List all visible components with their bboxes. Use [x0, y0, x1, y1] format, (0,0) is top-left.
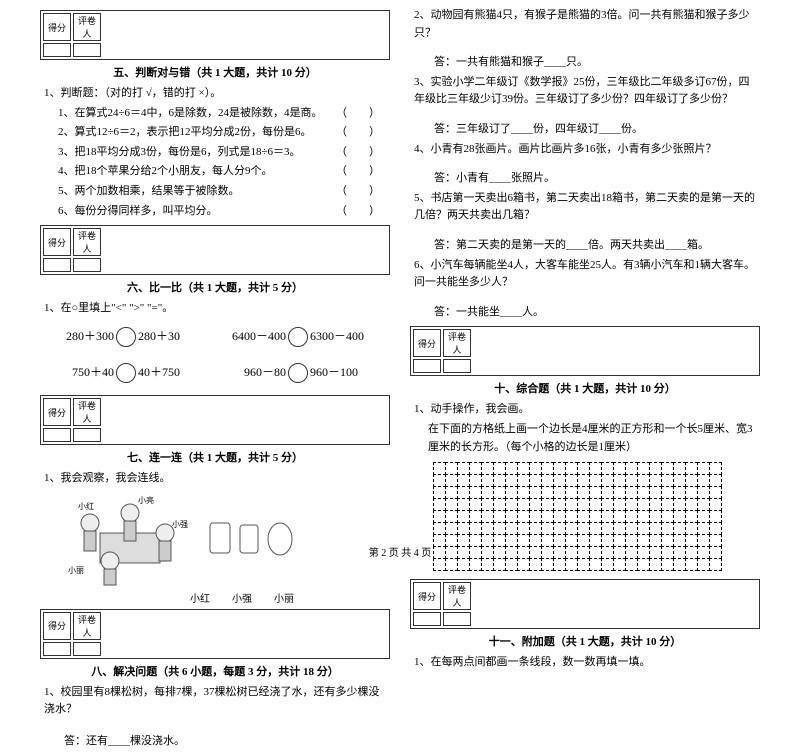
s8-q1: 1、校园里有8棵松树，每排7棵，37棵松树已经浇了水，还有多少棵没浇水？ — [40, 684, 390, 719]
s5-item-1: 1、在算式24÷6＝4中，6是除数，24是被除数，4是商。（ ） — [40, 105, 390, 123]
compare-circle[interactable] — [288, 363, 308, 383]
section-8-title: 八、解决问题（共 6 小题，每题 3 分，共计 18 分） — [40, 663, 390, 679]
s8-q6: 6、小汽车每辆能坐4人，大客车能坐25人。有3辆小汽车和1辆大客车。问一共能坐多… — [410, 257, 760, 292]
scorebox-label-grader: 评卷人 — [73, 13, 101, 41]
s5-item-2: 2、算式12÷6＝2，表示把12平均分成2份，每份是6。（ ） — [40, 124, 390, 142]
s8-q5: 5、书店第一天卖出6箱书，第二天卖出18箱书，第二天卖的是第一天的几倍？两天共卖… — [410, 190, 760, 225]
connect-illustration: 小红 小亮 小丽 小强 — [60, 493, 310, 588]
object-labels-row: 小红 小强 小丽 — [190, 590, 390, 605]
scorebox-label-score: 得分 — [43, 13, 71, 41]
section-7-title: 七、连一连（共 1 大题，共计 5 分） — [40, 449, 390, 465]
compare-circle[interactable] — [116, 327, 136, 347]
s8-a2: 答：一共有熊猫和猴子____只。 — [410, 54, 760, 72]
left-column: 得分 评卷人 五、判断对与错（共 1 大题，共计 10 分） 1、判断题：（对的… — [40, 6, 390, 752]
compare-row-2: 750＋4040＋750 960－80960－100 — [40, 363, 390, 383]
page-footer: 第 2 页 共 4 页 — [0, 544, 800, 559]
s8-q3: 3、实验小学二年级订《数学报》25份，三年级比二年级多订67份，四年级比三年级少… — [410, 74, 760, 109]
s8-a3: 答：三年级订了____份，四年级订____份。 — [410, 121, 760, 139]
s5-intro: 1、判断题：（对的打 √，错的打 ×）。 — [40, 85, 390, 103]
score-box-s6: 得分 评卷人 — [40, 225, 390, 275]
s10-intro: 1、动手操作，我会画。 — [410, 401, 760, 419]
page-container: 得分 评卷人 五、判断对与错（共 1 大题，共计 10 分） 1、判断题：（对的… — [0, 0, 800, 752]
s8-a4: 答：小青有____张照片。 — [410, 170, 760, 188]
right-column: 2、动物园有熊猫4只，有猴子是熊猫的3倍。问一共有熊猫和猴子多少只？ 答：一共有… — [410, 6, 760, 752]
score-box-s8: 得分 评卷人 — [40, 609, 390, 659]
s5-item-3: 3、把18平均分成3份，每份是6，列式是18÷6＝3。（ ） — [40, 144, 390, 162]
section-10-title: 十、综合题（共 1 大题，共计 10 分） — [410, 380, 760, 396]
s7-intro: 1、我会观察，我会连线。 — [40, 470, 390, 488]
label-kid-2: 小亮 — [138, 495, 154, 506]
s5-item-5: 5、两个加数相乘，结果等于被除数。（ ） — [40, 183, 390, 201]
label-kid-4: 小强 — [172, 519, 188, 530]
score-box-s11: 得分 评卷人 — [410, 579, 760, 629]
section-11-title: 十一、附加题（共 1 大题，共计 10 分） — [410, 633, 760, 649]
score-box-s5: 得分 评卷人 — [40, 10, 390, 60]
s6-intro: 1、在○里填上"<" ">" "="。 — [40, 300, 390, 318]
section-6-title: 六、比一比（共 1 大题，共计 5 分） — [40, 279, 390, 295]
s8-a1: 答：还有____棵没浇水。 — [40, 733, 390, 751]
compare-circle[interactable] — [116, 363, 136, 383]
s10-desc: 在下面的方格纸上画一个边长是4厘米的正方形和一个长5厘米、宽3厘米的长方形。（每… — [410, 421, 760, 456]
section-5-title: 五、判断对与错（共 1 大题，共计 10 分） — [40, 64, 390, 80]
s8-q4: 4、小青有28张画片。画片比画片多16张，小青有多少张照片？ — [410, 141, 760, 159]
s11-intro: 1、在每两点间都画一条线段，数一数再填一填。 — [410, 654, 760, 672]
kids-scene-svg — [60, 493, 310, 588]
s8-a5: 答：第二天卖的是第一天的____倍。两天共卖出____箱。 — [410, 237, 760, 255]
s8-q2: 2、动物园有熊猫4只，有猴子是熊猫的3倍。问一共有熊猫和猴子多少只？ — [410, 7, 760, 42]
score-box-s10: 得分 评卷人 — [410, 326, 760, 376]
s8-a6: 答：一共能坐____人。 — [410, 304, 760, 322]
score-box-s7: 得分 评卷人 — [40, 395, 390, 445]
label-kid-3: 小丽 — [68, 565, 84, 576]
s5-item-4: 4、把18个苹果分给2个小朋友，每人分9个。（ ） — [40, 163, 390, 181]
label-kid-1: 小红 — [78, 501, 94, 512]
compare-row-1: 280＋300280＋30 6400－4006300－400 — [40, 327, 390, 347]
compare-circle[interactable] — [288, 327, 308, 347]
s5-item-6: 6、每份分得同样多，叫平均分。（ ） — [40, 203, 390, 221]
